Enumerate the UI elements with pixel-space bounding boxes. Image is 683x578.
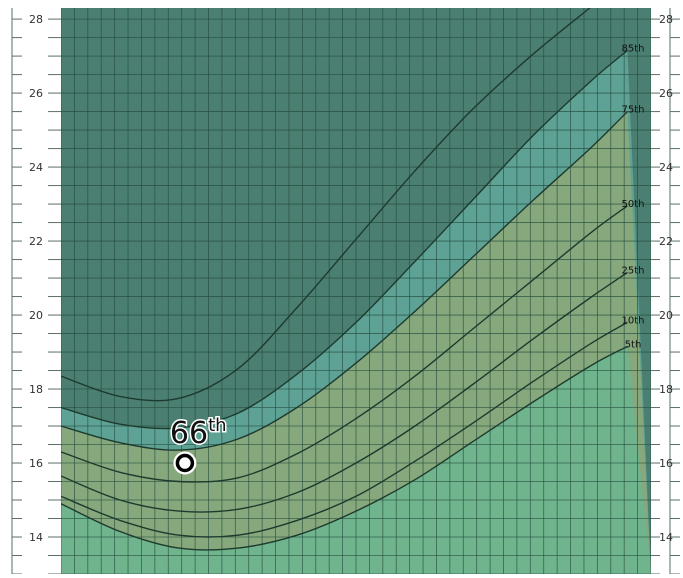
chart-axes: 14 14 16 16 18 18 20 20 22 22 24 24 26 26 28 28 (11, 8, 680, 575)
left-tick-label: 24 (29, 161, 43, 174)
right-tick-label: 26 (659, 87, 673, 100)
right-tick-label: 16 (659, 457, 673, 470)
right-tick-label: 18 (659, 383, 673, 396)
right-tick-label: 14 (659, 531, 673, 544)
marker-percentile-label: 66th (170, 415, 227, 451)
percentile-label-75th: 75th (622, 105, 645, 116)
patient-marker: 66th (168, 414, 228, 475)
left-tick-label: 18 (29, 383, 43, 396)
right-tick-label: 28 (659, 13, 673, 26)
percentile-line-5th (61, 345, 628, 551)
left-tick-label: 26 (29, 87, 43, 100)
marker-percentile-value: 66 (170, 416, 208, 451)
left-tick-label: 28 (29, 13, 43, 26)
percentile-label-85th: 85th (622, 44, 645, 55)
percentile-line-50th (61, 205, 628, 483)
percentile-label-50th: 50th (622, 199, 645, 210)
right-tick-label: 24 (659, 161, 673, 174)
percentile-label-5th: 5th (625, 339, 642, 350)
left-tick-label: 14 (29, 531, 43, 544)
marker-percentile-suffix: th (208, 415, 226, 436)
left-tick-label: 20 (29, 309, 43, 322)
percentile-label-25th: 25th (622, 266, 645, 277)
percentile-labels: 5th 10th 25th 50th 75th 85th (622, 44, 645, 351)
percentile-line-25th (61, 271, 628, 513)
percentile-line-75th (61, 111, 628, 451)
marker-circle (175, 453, 195, 473)
left-tick-label: 16 (29, 457, 43, 470)
chart-grid (61, 8, 651, 574)
right-tick-label: 20 (659, 309, 673, 322)
left-tick-label: 22 (29, 235, 43, 248)
right-tick-label: 22 (659, 235, 673, 248)
percentile-label-10th: 10th (622, 315, 645, 326)
percentile-line (61, 8, 591, 402)
percentile-lines (61, 8, 628, 551)
percentile-line-85th (61, 49, 628, 430)
percentile-line-10th (61, 321, 628, 538)
